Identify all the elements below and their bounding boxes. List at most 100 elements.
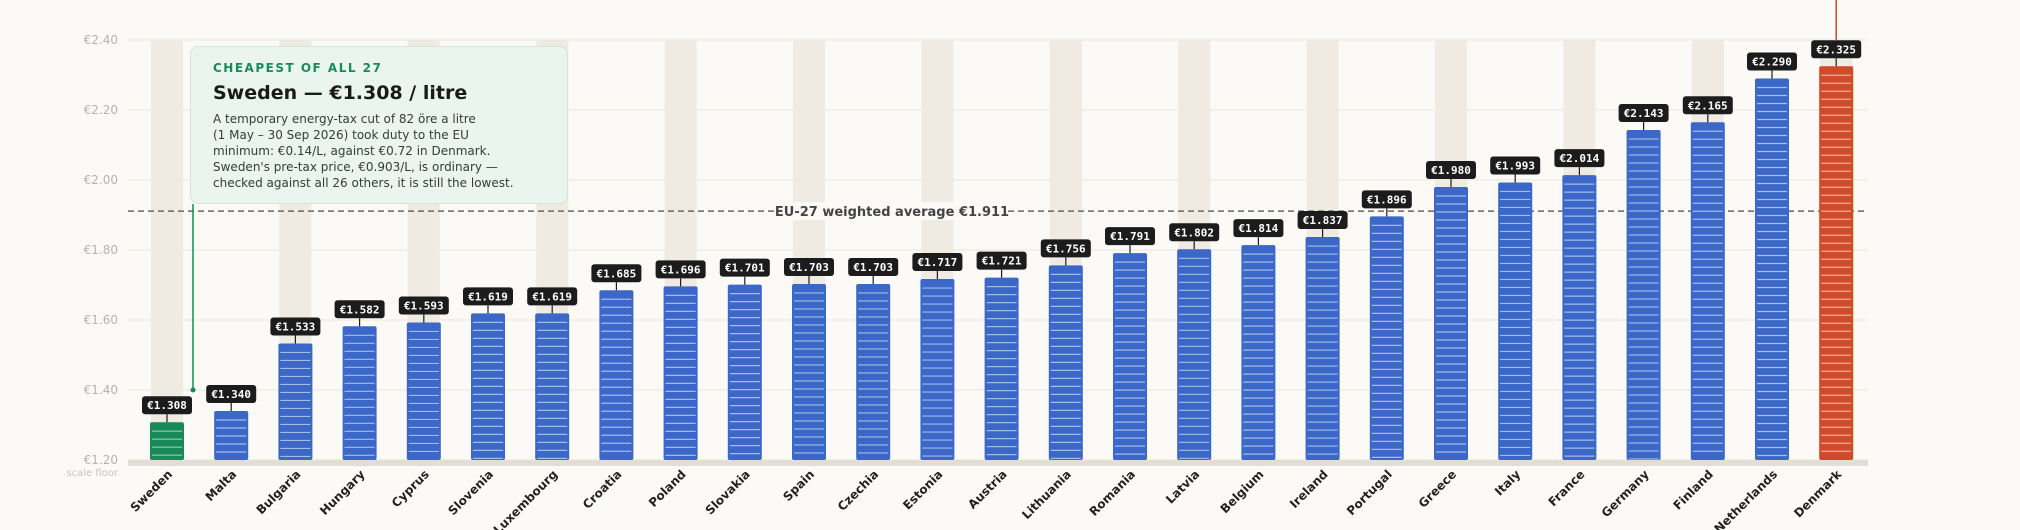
bar: [150, 422, 184, 460]
category-label: Sweden: [128, 467, 175, 514]
value-label-box: [1297, 211, 1348, 230]
value-label-box: [1747, 52, 1797, 71]
bar: [1113, 253, 1147, 460]
average-label: EU-27 weighted average €1.911: [775, 205, 1009, 220]
value-label: €1.993: [1495, 159, 1535, 172]
value-label: €1.717: [918, 256, 958, 269]
value-label-box: [1426, 161, 1476, 179]
value-label: €2.290: [1752, 56, 1792, 69]
bar: [1626, 129, 1661, 460]
bar: [342, 326, 377, 460]
value-label-box: [719, 258, 770, 277]
y-tick-label: €1.80: [84, 243, 118, 257]
category-label: Lithuania: [1019, 467, 1074, 522]
value-label: €1.791: [1110, 230, 1150, 243]
value-label-box: [1233, 219, 1284, 238]
category-label: Croatia: [580, 467, 625, 512]
value-label: €2.014: [1560, 152, 1600, 165]
value-label: €1.814: [1239, 222, 1279, 235]
value-label-box: [527, 287, 578, 306]
value-label: €1.980: [1431, 164, 1471, 177]
value-label-box: [206, 385, 257, 403]
callout-body-line: checked against all 26 others, it is sti…: [213, 176, 514, 190]
category-label: Latvia: [1163, 467, 1202, 506]
value-label: €1.756: [1046, 242, 1086, 255]
value-label-box: [1618, 103, 1669, 122]
value-label-box: [1490, 156, 1541, 175]
y-tick-label: €1.20: [84, 453, 118, 467]
value-label-box: [1105, 227, 1155, 246]
value-label-box: [398, 296, 449, 315]
bar: [406, 322, 441, 460]
category-label: Denmark: [1791, 467, 1845, 521]
category-label: Slovakia: [703, 467, 753, 517]
value-label-box: [334, 300, 385, 319]
category-label: Finland: [1671, 467, 1716, 512]
value-label-box: [1554, 149, 1605, 168]
category-label: Malta: [203, 467, 240, 504]
value-label: €1.802: [1174, 226, 1214, 239]
y-tick-label: €1.40: [84, 383, 118, 397]
value-label-box: [912, 253, 963, 272]
category-label: Bulgaria: [254, 467, 304, 517]
category-label: Portugal: [1344, 467, 1395, 518]
bar: [599, 290, 634, 460]
bar: [1241, 245, 1276, 460]
value-label-box: [591, 264, 642, 283]
category-label: Estonia: [900, 467, 945, 512]
category-label: Hungary: [317, 467, 368, 518]
bar: [278, 343, 313, 460]
value-label: €1.837: [1303, 214, 1343, 227]
callout-body-line: (1 May – 30 Sep 2026) took duty to the E…: [213, 128, 469, 142]
value-label-box: [1040, 239, 1091, 258]
category-label: Poland: [646, 467, 689, 510]
value-label: €1.619: [532, 290, 572, 303]
callout-body-line: Sweden's pre-tax price, €0.903/L, is ord…: [213, 160, 498, 174]
value-label-box: [1811, 40, 1862, 59]
bar: [792, 283, 826, 460]
bar: [663, 286, 698, 460]
value-label: €2.325: [1816, 43, 1856, 56]
value-label-box: [1169, 223, 1220, 242]
value-label-box: [976, 251, 1027, 270]
category-label: Italy: [1492, 467, 1523, 498]
category-label: Ireland: [1287, 467, 1331, 511]
value-label: €1.533: [276, 320, 316, 333]
average-label-bg: [777, 202, 1007, 221]
callout-kicker: CHEAPEST OF ALL 27: [213, 61, 383, 75]
sweden-callout: CHEAPEST OF ALL 27 Sweden — €1.308 / lit…: [190, 46, 568, 204]
y-tick-label: €2.40: [84, 33, 118, 47]
value-label-box: [655, 260, 706, 279]
y-tick-label: €1.60: [84, 313, 118, 327]
bar: [1755, 78, 1789, 460]
value-label-box: [784, 257, 834, 276]
value-label: €1.685: [597, 267, 637, 280]
value-label: €1.701: [725, 262, 765, 275]
callout-body-line: minimum: €0.14/L, against €0.72 in Denma…: [213, 144, 491, 158]
value-label-box: [463, 287, 513, 306]
column-band: [151, 40, 183, 460]
bar: [1369, 216, 1404, 460]
value-label: €1.619: [468, 290, 508, 303]
y-tick-label: €2.00: [84, 173, 118, 187]
category-label: Slovenia: [445, 467, 496, 518]
bar: [1819, 66, 1854, 460]
category-label: Spain: [780, 467, 817, 504]
value-label-box: [848, 257, 899, 276]
category-label: France: [1546, 467, 1588, 509]
callout-body: A temporary energy-tax cut of 82 öre a l…: [213, 111, 545, 191]
category-label: Netherlands: [1712, 467, 1781, 530]
category-label: Czechia: [835, 467, 882, 514]
value-label: €1.896: [1367, 193, 1407, 206]
value-label: €1.721: [982, 255, 1022, 268]
bar: [856, 283, 891, 460]
value-label: €1.582: [340, 303, 380, 316]
callout-dot: [190, 387, 196, 393]
category-label: Greece: [1416, 467, 1459, 510]
category-label: Belgium: [1218, 467, 1267, 516]
callout-body-line: A temporary energy-tax cut of 82 öre a l…: [213, 112, 476, 126]
bar: [984, 277, 1019, 460]
category-label: Cyprus: [389, 467, 432, 510]
value-label: €1.703: [789, 261, 829, 274]
